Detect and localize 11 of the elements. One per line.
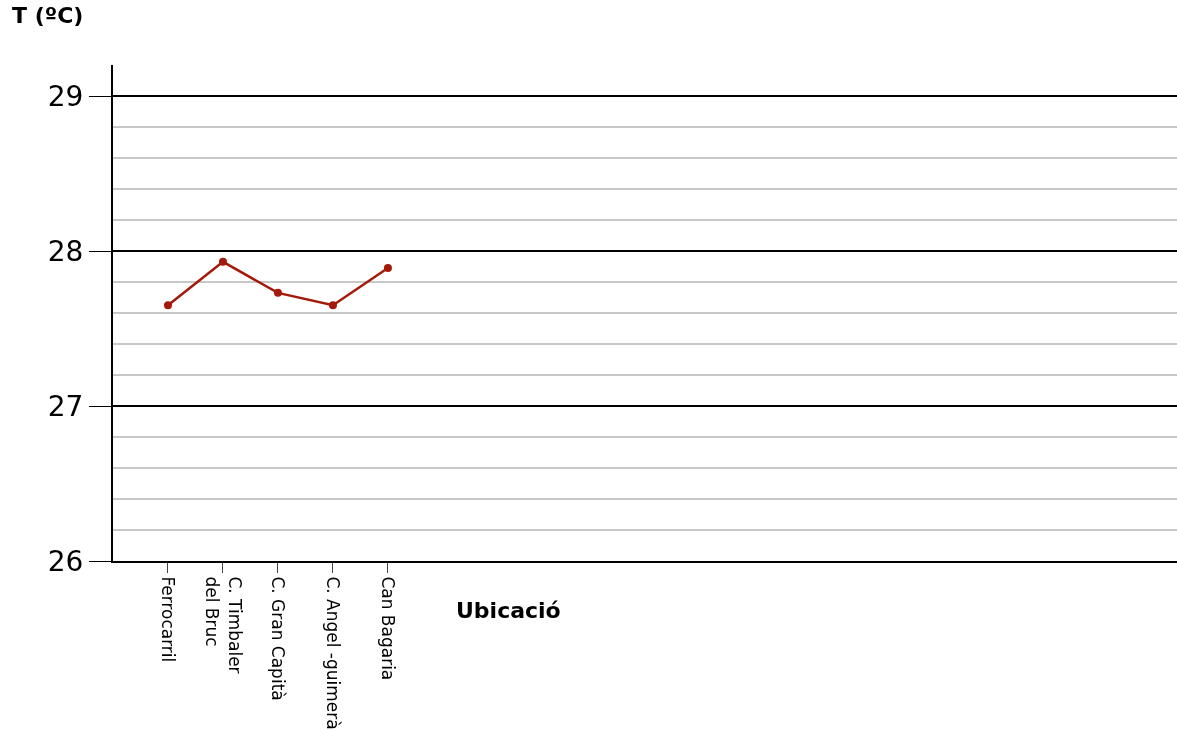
y-tick-label: 29 [47,79,84,113]
x-tick-label: C. Timbaler del Bruc [202,576,245,674]
x-tick-label: C. Angel -guimerà [323,576,344,730]
x-tick-label: Ferrocarril [158,576,179,663]
y-axis-title: T (ºC) [12,3,84,28]
x-tick-label: C. Gran Capità [268,576,289,701]
x-axis-title: Ubicació [456,598,561,623]
y-tick-label: 27 [47,389,84,423]
x-tick-label: Can Bagaria [378,576,399,681]
y-tick-label: 26 [47,544,84,578]
y-tick-label: 28 [47,234,84,268]
